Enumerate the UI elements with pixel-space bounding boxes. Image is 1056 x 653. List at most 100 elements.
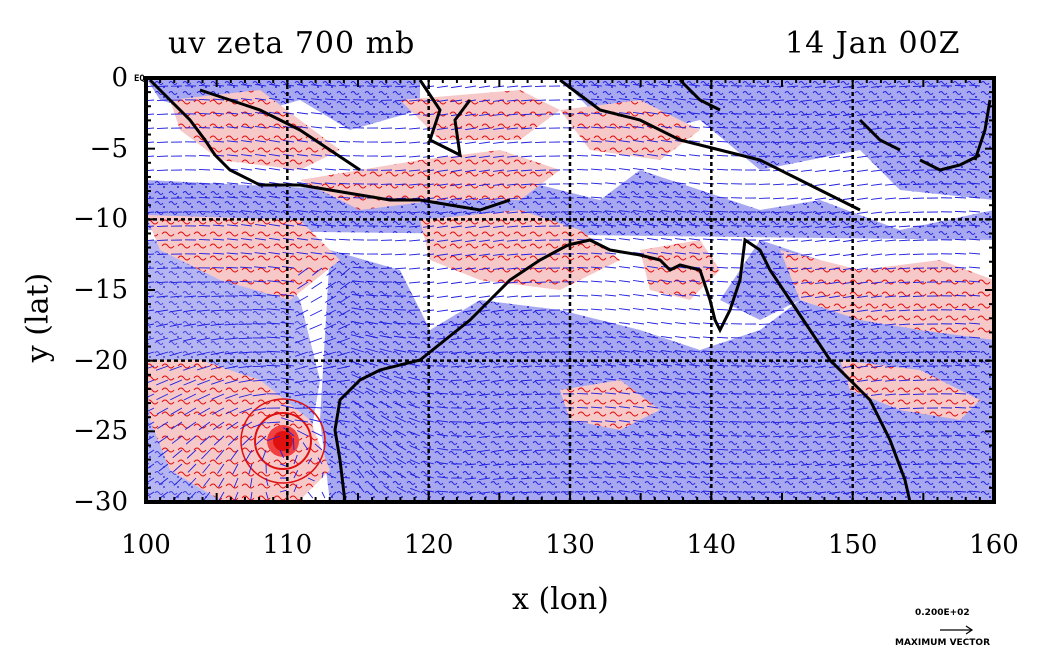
wind-vector: [800, 225, 813, 228]
wind-vector: [464, 323, 477, 327]
wind-vector: [632, 461, 645, 465]
wind-vector: [660, 433, 673, 437]
wind-vector: [884, 225, 897, 228]
wind-vector: [464, 365, 477, 369]
wind-vector: [856, 351, 869, 354]
wind-vector: [828, 393, 841, 397]
wind-vector: [576, 490, 589, 493]
wind-vector: [464, 379, 477, 383]
wind-vector: [800, 421, 813, 424]
wind-vector: [146, 99, 155, 102]
wind-vector: [884, 85, 897, 88]
wind-vector: [394, 416, 407, 423]
wind-vector: [884, 113, 897, 116]
wind-vector: [379, 361, 393, 367]
wind-vector: [800, 239, 813, 242]
wind-vector: [618, 84, 631, 87]
wind-vector: [227, 435, 239, 446]
wind-vector: [365, 361, 379, 367]
wind-vector: [576, 224, 589, 227]
wind-vector: [240, 182, 253, 185]
wind-vector: [534, 365, 547, 367]
wind-vector: [310, 309, 323, 317]
wind-vector: [660, 293, 673, 297]
wind-vector: [618, 154, 631, 157]
wind-vector: [856, 337, 869, 340]
wind-vector: [800, 267, 813, 270]
wind-vector: [302, 442, 309, 451]
wind-vector: [800, 155, 813, 158]
wind-vector: [224, 379, 239, 384]
wind-vector: [520, 295, 533, 298]
wind-vector: [478, 463, 491, 467]
wind-vector: [870, 281, 883, 284]
wind-vector: [294, 419, 309, 423]
wind-vector: [324, 112, 337, 115]
wind-vector: [146, 351, 155, 355]
wind-vector: [884, 295, 897, 298]
wind-vector: [716, 392, 729, 395]
wind-vector: [268, 83, 281, 87]
figure-timestamp: 14 Jan 00Z: [785, 26, 961, 61]
wind-vector: [590, 378, 603, 381]
wind-vector: [156, 141, 169, 144]
wind-vector: [674, 168, 687, 171]
coastlines: [148, 78, 992, 502]
wind-vector: [646, 307, 659, 311]
wind-vector: [660, 489, 673, 493]
wind-vector: [814, 155, 827, 158]
wind-vector: [856, 379, 869, 382]
wind-vector: [296, 168, 309, 171]
wind-vector: [590, 364, 603, 367]
wind-vector: [310, 112, 323, 115]
wind-vector: [968, 378, 981, 381]
wind-vector: [870, 113, 883, 116]
wind-vector: [786, 337, 799, 340]
wind-vector: [954, 490, 967, 493]
wind-vector: [576, 336, 589, 339]
wind-vector: [800, 463, 813, 466]
wind-vector: [492, 267, 505, 270]
wind-vector: [366, 280, 379, 283]
wind-vector: [772, 421, 785, 424]
wind-vector: [632, 111, 645, 115]
wind-vector: [240, 252, 253, 255]
wind-vector: [590, 126, 603, 129]
wind-vector: [576, 126, 589, 129]
wind-vector: [464, 141, 477, 145]
wind-vector: [646, 167, 659, 171]
wind-vector: [772, 393, 785, 396]
wind-vector: [311, 281, 323, 290]
wind-vector: [898, 295, 911, 298]
wind-vector: [688, 182, 701, 185]
wind-vector: [268, 209, 281, 213]
wind-vector: [409, 459, 421, 465]
wind-vector: [478, 435, 491, 439]
wind-vector: [254, 252, 267, 255]
wind-vector: [240, 421, 253, 430]
wind-vector: [688, 84, 701, 87]
wind-vector: [156, 239, 169, 242]
wind-vector: [184, 407, 197, 416]
wind-vector: [828, 407, 841, 411]
wind-vector: [351, 320, 365, 325]
wind-vector: [464, 169, 477, 173]
wind-vector: [265, 477, 269, 486]
wind-vector: [394, 322, 407, 325]
wind-vector: [954, 126, 967, 129]
wind-vector: [437, 462, 449, 465]
wind-vector: [338, 196, 351, 199]
wind-vector: [241, 435, 253, 446]
wind-vector: [828, 99, 841, 103]
wind-vector: [604, 210, 617, 213]
wind-vector: [506, 99, 519, 102]
wind-vector: [465, 491, 477, 494]
wind-vector: [146, 183, 155, 186]
wind-vector: [646, 461, 659, 465]
wind-vector: [184, 421, 197, 430]
wind-vector: [380, 294, 393, 297]
wind-vector: [464, 449, 477, 452]
wind-vector: [870, 197, 883, 200]
wind-vector: [338, 84, 351, 87]
wind-vector: [366, 400, 379, 409]
